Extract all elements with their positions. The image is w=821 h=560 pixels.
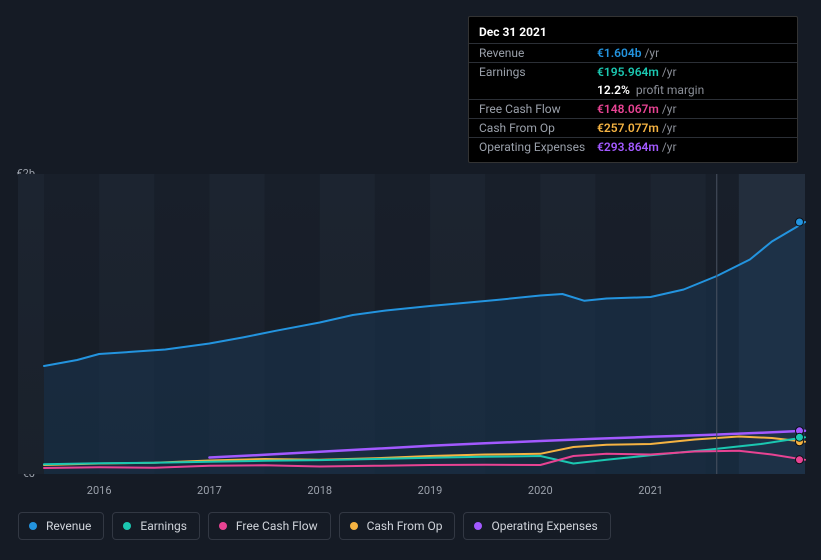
x-axis-label: 2019	[418, 484, 443, 497]
tooltip-row: Earnings€195.964m/yr	[469, 62, 797, 81]
x-axis-label: 2017	[197, 484, 222, 497]
tooltip-row: Free Cash Flow€148.067m/yr	[469, 99, 797, 118]
tooltip-value: €148.067m	[597, 102, 659, 116]
tooltip-suffix: /yr	[644, 46, 659, 60]
tooltip-suffix: /yr	[662, 102, 677, 116]
legend-label: Cash From Op	[367, 519, 443, 533]
x-axis-labels: 2016 2017 2018 2019 2020 2021	[0, 480, 821, 500]
chart-tooltip: Dec 31 2021 Revenue€1.604b/yrEarnings€19…	[468, 16, 798, 163]
tooltip-value: €195.964m	[597, 65, 659, 79]
legend-label: Revenue	[46, 519, 91, 533]
legend-item-cash-from-op[interactable]: Cash From Op	[339, 512, 456, 540]
legend-item-free-cash-flow[interactable]: Free Cash Flow	[208, 512, 331, 540]
tooltip-date: Dec 31 2021	[469, 23, 797, 43]
tooltip-value: €257.077m	[597, 121, 659, 135]
legend-dot-icon	[219, 522, 227, 530]
tooltip-row: Cash From Op€257.077m/yr	[469, 118, 797, 137]
tooltip-label: Cash From Op	[479, 121, 597, 135]
legend-item-operating-expenses[interactable]: Operating Expenses	[463, 512, 610, 540]
tooltip-label: Earnings	[479, 65, 597, 79]
legend-label: Operating Expenses	[491, 519, 597, 533]
legend-dot-icon	[350, 522, 358, 530]
legend-item-revenue[interactable]: Revenue	[18, 512, 104, 540]
legend-dot-icon	[29, 522, 37, 530]
legend-label: Free Cash Flow	[236, 519, 318, 533]
legend-dot-icon	[123, 522, 131, 530]
financials-chart[interactable]	[0, 150, 821, 510]
legend-item-earnings[interactable]: Earnings	[112, 512, 200, 540]
x-axis-label: 2020	[528, 484, 553, 497]
x-axis-label: 2016	[87, 484, 112, 497]
tooltip-label: Revenue	[479, 46, 597, 60]
x-axis-label: 2018	[307, 484, 332, 497]
chart-legend: Revenue Earnings Free Cash Flow Cash From O…	[18, 512, 611, 540]
tooltip-value: €1.604b	[597, 46, 641, 60]
tooltip-subline: 12.2% profit margin	[469, 81, 797, 99]
legend-label: Earnings	[140, 519, 187, 533]
tooltip-label: Free Cash Flow	[479, 102, 597, 116]
tooltip-suffix: /yr	[662, 65, 677, 79]
legend-dot-icon	[474, 522, 482, 530]
x-axis-label: 2021	[638, 484, 663, 497]
tooltip-suffix: /yr	[662, 121, 677, 135]
tooltip-row: Revenue€1.604b/yr	[469, 43, 797, 62]
